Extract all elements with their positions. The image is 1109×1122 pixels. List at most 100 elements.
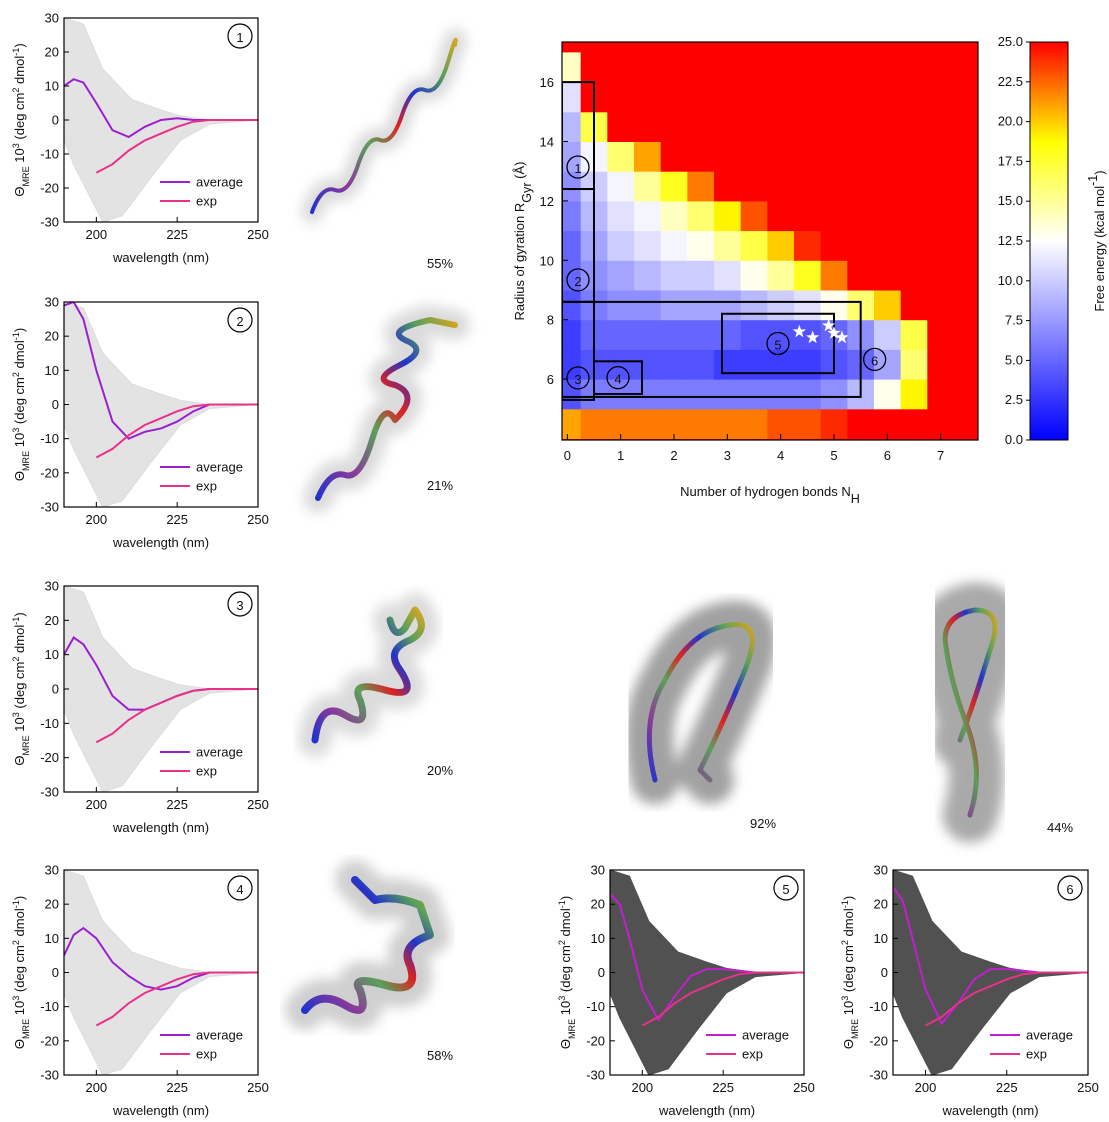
series-line — [95, 688, 258, 744]
heat-cell — [562, 408, 582, 440]
x-tick-label: 225 — [166, 1080, 188, 1095]
x-tick-label: 225 — [996, 1080, 1018, 1095]
label-part: MRE — [21, 451, 31, 471]
panel-label: 3 — [236, 598, 243, 613]
star-marker — [827, 326, 841, 339]
legend-label: exp — [196, 194, 217, 209]
heat-cell — [874, 408, 902, 440]
heat-cell — [900, 200, 928, 232]
label-part: -1 — [11, 48, 21, 56]
y-tick-label: -20 — [40, 465, 59, 480]
heat-cell — [607, 82, 635, 113]
population-label: 44% — [1047, 820, 1073, 835]
heat-cell — [794, 408, 822, 440]
heat-cell — [687, 290, 715, 321]
heat-cell — [714, 319, 742, 350]
heat-cell — [874, 260, 902, 291]
label-part: Θ — [12, 756, 27, 766]
label-part: 2 — [11, 372, 21, 377]
x-tick-label: 225 — [166, 797, 188, 812]
heat-cell — [847, 141, 875, 172]
y-tick-label: 0 — [52, 965, 59, 980]
star-marker — [822, 318, 836, 332]
heat-cell — [607, 290, 635, 321]
label-part: Θ — [12, 471, 27, 481]
panel-label: 2 — [236, 314, 243, 329]
y-tick-label: -10 — [40, 431, 59, 446]
label-part: 10 — [12, 717, 27, 735]
label-part: (deg cm — [12, 377, 27, 428]
y-tick-label: 0 — [52, 397, 59, 412]
y-tick-label: 10 — [45, 79, 59, 94]
heat-cell — [820, 200, 848, 232]
heat-cell — [607, 171, 635, 202]
star-marker — [835, 330, 849, 344]
region-label: 6 — [871, 353, 878, 368]
heat-cell — [954, 171, 978, 202]
region-label: 5 — [774, 337, 781, 352]
heat-cell — [740, 349, 768, 380]
heat-cell — [740, 290, 768, 321]
y-tick-label: 30 — [45, 579, 59, 594]
heat-cell — [954, 111, 978, 142]
label-part: 10 — [12, 433, 27, 451]
heat-cell — [660, 171, 688, 202]
y-tick-label: 10 — [540, 253, 554, 268]
heat-cell — [767, 52, 795, 83]
legend-label: average — [196, 745, 243, 760]
x-tick-label: 200 — [85, 1080, 107, 1095]
x-tick-label: 200 — [85, 512, 107, 527]
label-part: MRE — [21, 166, 31, 186]
heat-cell — [634, 319, 662, 350]
heat-cell — [660, 319, 688, 350]
label-part: dmol — [841, 908, 856, 940]
heat-cell — [954, 349, 978, 380]
heat-cell — [767, 379, 795, 410]
y-tick-label: -10 — [40, 999, 59, 1014]
colorbar-tick-label: 2.5 — [1005, 392, 1023, 407]
heat-cell — [740, 171, 768, 202]
x-tick-label: 5 — [830, 448, 837, 463]
heat-cell — [562, 111, 582, 142]
legend-label: exp — [196, 1047, 217, 1062]
y-tick-label: 10 — [45, 647, 59, 662]
y-tick-label: 20 — [45, 613, 59, 628]
panel-circle — [773, 875, 799, 901]
plot-area — [64, 18, 258, 222]
heat-cell — [607, 349, 635, 380]
heat-cell — [634, 230, 662, 261]
label-part: MRE — [567, 1019, 577, 1039]
heat-cell — [847, 82, 875, 113]
label-part: (deg cm — [558, 945, 573, 996]
label-part: ) — [558, 896, 573, 900]
y-tick-label: 30 — [45, 863, 59, 878]
heat-cell — [874, 111, 902, 142]
y-tick-label: -10 — [869, 999, 888, 1014]
heat-cell — [687, 260, 715, 291]
heat-cell — [607, 408, 635, 440]
heat-cell — [874, 141, 902, 172]
heat-cell — [874, 349, 902, 380]
y-tick-label: 10 — [874, 931, 888, 946]
heat-cell — [580, 52, 608, 83]
plot-area — [610, 870, 804, 1075]
structure-5 — [625, 600, 777, 804]
x-axis-label: wavelength (nm) — [941, 1103, 1038, 1118]
heat-cell — [820, 52, 848, 83]
label-part: Θ — [12, 1039, 27, 1049]
star-marker — [806, 330, 820, 344]
y-tick-label: -30 — [40, 215, 59, 230]
x-tick-label: 225 — [166, 512, 188, 527]
heat-cell — [927, 230, 955, 261]
heat-cell — [660, 111, 688, 142]
y-tick-label: 10 — [591, 931, 605, 946]
x-tick-label: 225 — [166, 227, 188, 242]
axis-label: Number of hydrogen bonds NH — [680, 484, 860, 506]
label-part: (deg cm — [841, 945, 856, 996]
legend-label: average — [196, 1028, 243, 1043]
label-part: Free energy (kcal mol — [1092, 186, 1107, 312]
region-circle — [863, 347, 887, 372]
heat-cell — [660, 230, 688, 261]
heat-cell — [687, 349, 715, 380]
heat-cell — [900, 141, 928, 172]
